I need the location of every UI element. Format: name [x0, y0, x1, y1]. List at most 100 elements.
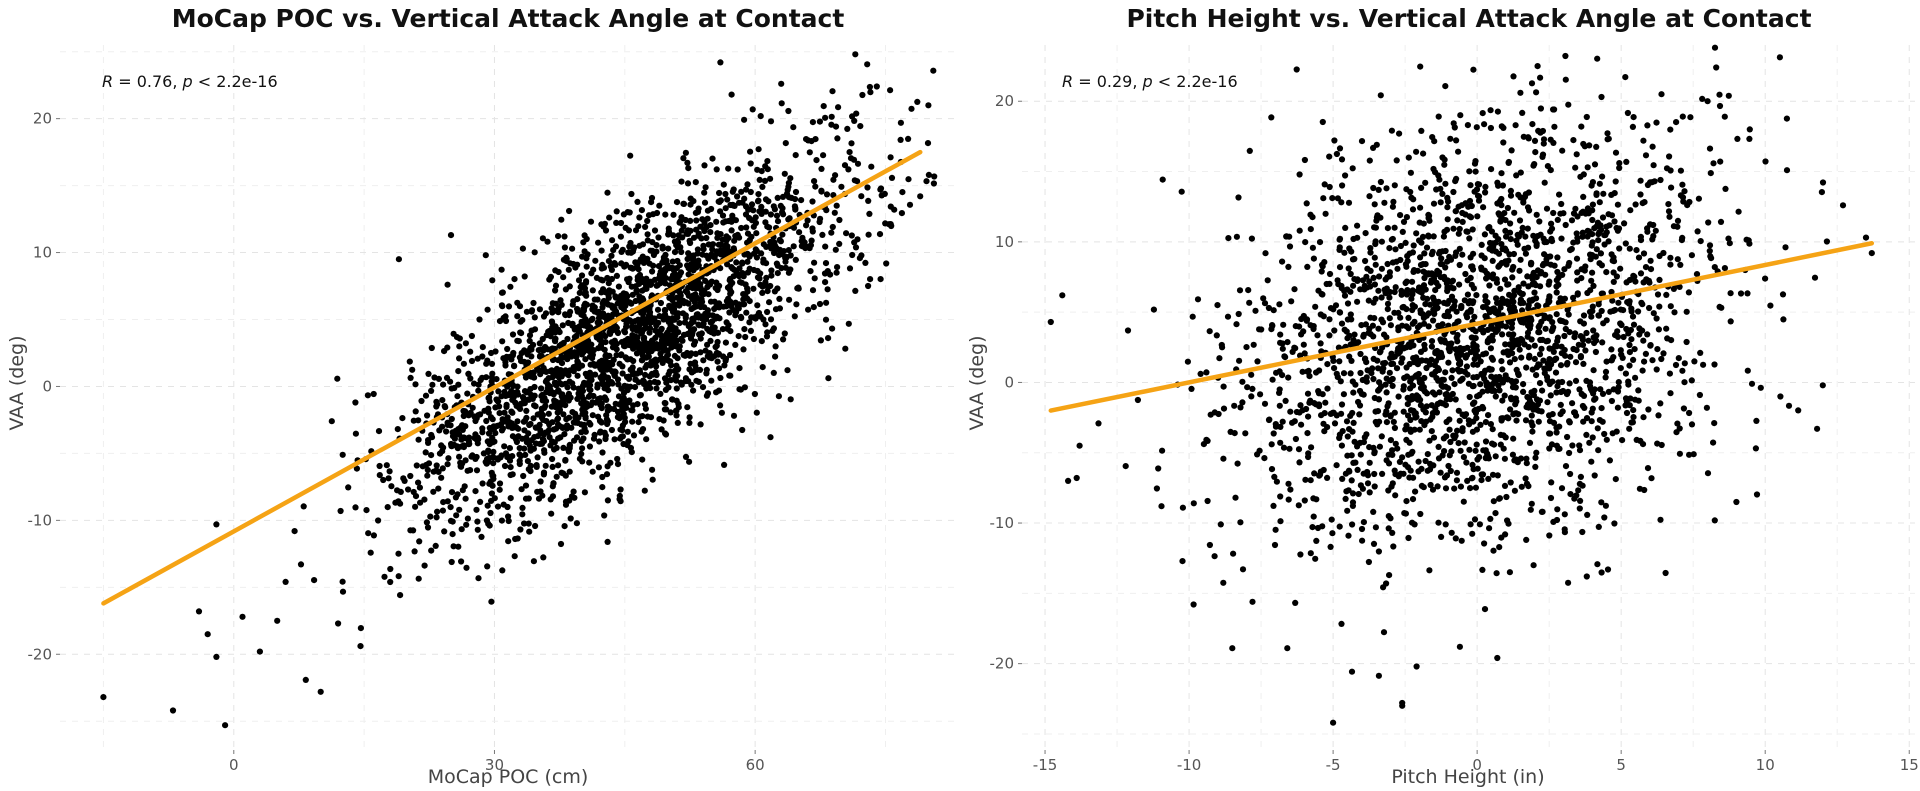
scatter-point: [670, 302, 677, 309]
scatter-point: [1539, 387, 1546, 394]
scatter-point: [488, 360, 496, 367]
scatter-point: [547, 333, 554, 340]
scatter-point: [1451, 298, 1458, 305]
scatter-point: [847, 155, 855, 162]
scatter-point: [1236, 287, 1244, 294]
scatter-point: [561, 244, 569, 251]
scatter-point: [1475, 181, 1483, 188]
scatter-point: [1387, 322, 1394, 329]
scatter-point: [1565, 311, 1572, 318]
scatter-point: [569, 380, 576, 387]
scatter-point: [578, 450, 585, 457]
scatter-point: [578, 387, 585, 394]
scatter-point: [1630, 321, 1638, 328]
scatter-point: [1454, 217, 1461, 224]
scatter-point: [1777, 393, 1784, 400]
scatter-point: [1580, 140, 1587, 148]
scatter-point: [690, 257, 697, 264]
scatter-point: [1345, 265, 1352, 272]
scatter-point: [1492, 328, 1500, 335]
scatter-point: [1688, 377, 1695, 384]
scatter-point: [717, 208, 724, 215]
scatter-point: [1497, 285, 1504, 292]
scatter-point: [722, 190, 729, 198]
scatter-point: [1617, 265, 1624, 272]
scatter-point: [764, 308, 771, 316]
scatter-point: [576, 289, 583, 296]
scatter-point: [636, 367, 643, 374]
scatter-point: [1553, 424, 1560, 431]
scatter-point: [746, 253, 753, 260]
scatter-point: [1544, 399, 1551, 406]
scatter-point: [741, 326, 748, 333]
scatter-point: [1304, 263, 1311, 270]
scatter-point: [1375, 396, 1382, 403]
scatter-point: [486, 394, 493, 401]
scatter-point: [930, 67, 937, 74]
scatter-point: [1404, 394, 1411, 401]
scatter-point: [540, 416, 547, 423]
scatter-point: [1594, 425, 1601, 432]
scatter-point: [716, 365, 723, 372]
scatter-point: [1480, 204, 1487, 211]
scatter-point: [580, 435, 587, 442]
scatter-point: [1344, 316, 1351, 323]
scatter-point: [738, 188, 745, 195]
scatter-point: [722, 205, 729, 212]
scatter-point: [1421, 250, 1428, 257]
scatter-point: [1721, 113, 1728, 120]
scatter-point: [1331, 420, 1339, 427]
scatter-point: [1710, 439, 1717, 446]
scatter-point: [744, 269, 752, 276]
scatter-point: [1453, 469, 1461, 476]
scatter-point: [1572, 359, 1580, 366]
scatter-point: [627, 264, 634, 271]
scatter-point: [479, 353, 486, 360]
scatter-point: [1695, 195, 1702, 202]
scatter-point: [1430, 275, 1438, 282]
scatter-point: [1681, 360, 1688, 367]
scatter-point: [1633, 436, 1640, 443]
scatter-point: [1622, 370, 1629, 377]
scatter-point: [623, 355, 630, 362]
scatter-point: [1639, 367, 1646, 374]
scatter-point: [621, 263, 628, 270]
scatter-point: [1516, 217, 1524, 224]
scatter-point: [738, 224, 745, 232]
scatter-point: [662, 386, 670, 393]
scatter-point: [1341, 249, 1348, 256]
scatter-point: [1525, 135, 1532, 142]
scatter-point: [1490, 498, 1497, 505]
scatter-point: [1403, 373, 1411, 380]
scatter-point: [667, 409, 674, 416]
scatter-point: [431, 374, 438, 381]
scatter-point: [673, 407, 680, 414]
scatter-point: [1317, 311, 1324, 318]
scatter-point: [1499, 182, 1506, 189]
scatter-point: [584, 251, 591, 258]
scatter-point: [635, 316, 642, 323]
scatter-point: [1782, 244, 1789, 251]
scatter-point: [1448, 374, 1455, 381]
scatter-point: [546, 276, 553, 283]
y-tick-label: 10: [33, 244, 52, 262]
scatter-point: [1457, 377, 1464, 384]
scatter-point: [1537, 270, 1544, 277]
scatter-point: [1543, 338, 1550, 345]
scatter-point: [701, 189, 708, 196]
scatter-point: [707, 298, 715, 305]
scatter-point: [866, 210, 873, 217]
scatter-point: [1617, 365, 1624, 372]
scatter-point: [1507, 479, 1514, 486]
scatter-point: [1531, 355, 1538, 362]
scatter-point: [1532, 149, 1539, 156]
scatter-point: [551, 337, 559, 344]
scatter-point: [1490, 441, 1498, 448]
scatter-point: [700, 242, 707, 249]
scatter-point: [1455, 407, 1462, 414]
scatter-point: [443, 428, 450, 435]
scatter-point: [444, 281, 451, 288]
scatter-point: [1429, 410, 1436, 417]
scatter-point: [544, 238, 551, 245]
scatter-point: [1319, 523, 1326, 530]
